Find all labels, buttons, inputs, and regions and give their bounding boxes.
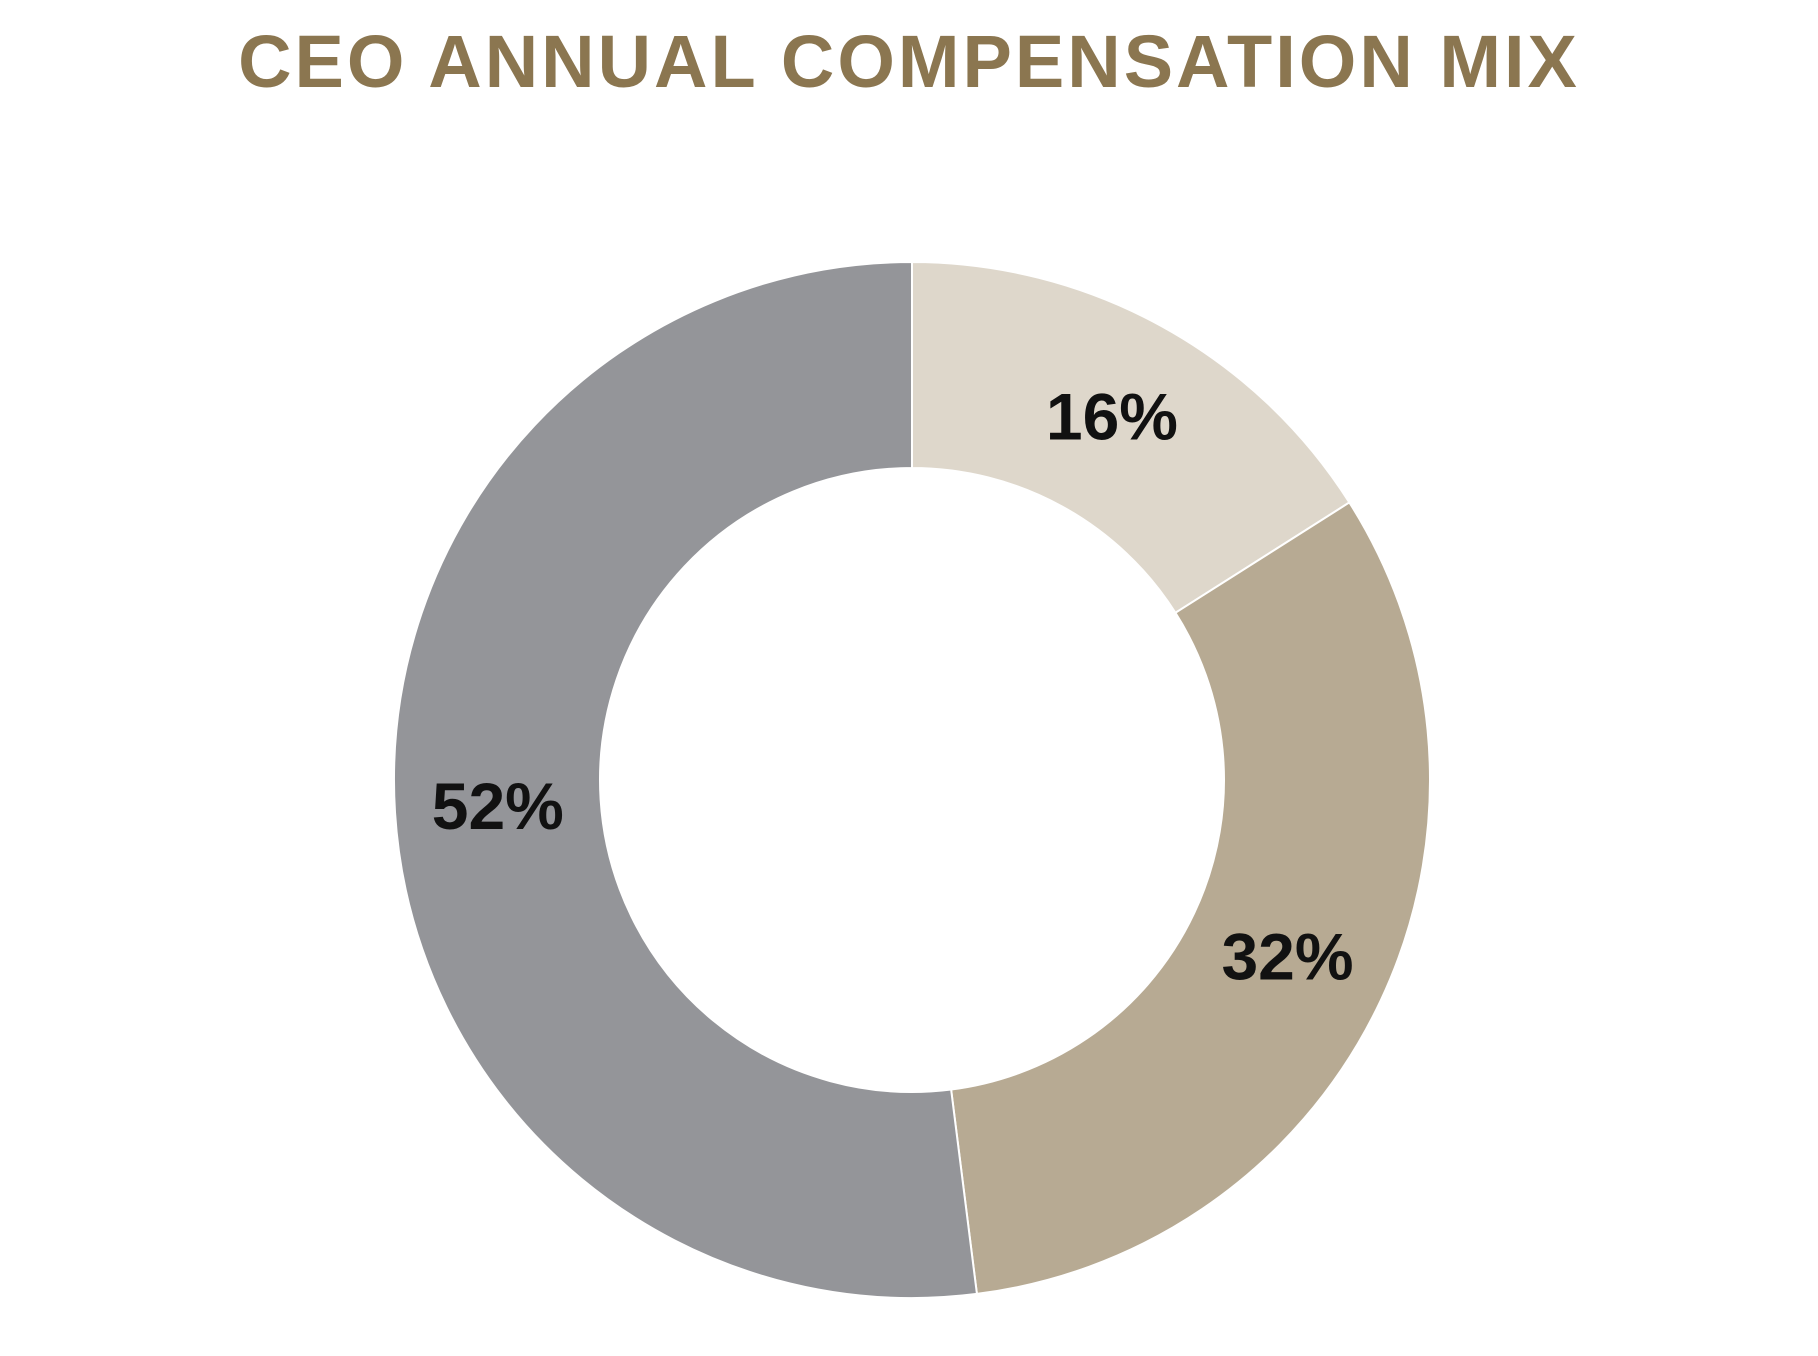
donut-slice-1: [949, 501, 1431, 1296]
slice-label-2: 52%: [432, 769, 564, 843]
slice-label-0: 16%: [1046, 379, 1178, 453]
donut-slices: [393, 260, 1431, 1299]
slice-label-1: 32%: [1221, 920, 1353, 994]
donut-slice-2: [393, 260, 979, 1299]
chart-title: CEO ANNUAL COMPENSATION MIX: [238, 20, 1580, 103]
donut-labels: 16% 32% 52%: [432, 379, 1354, 993]
donut-slice-0: [911, 260, 1351, 615]
